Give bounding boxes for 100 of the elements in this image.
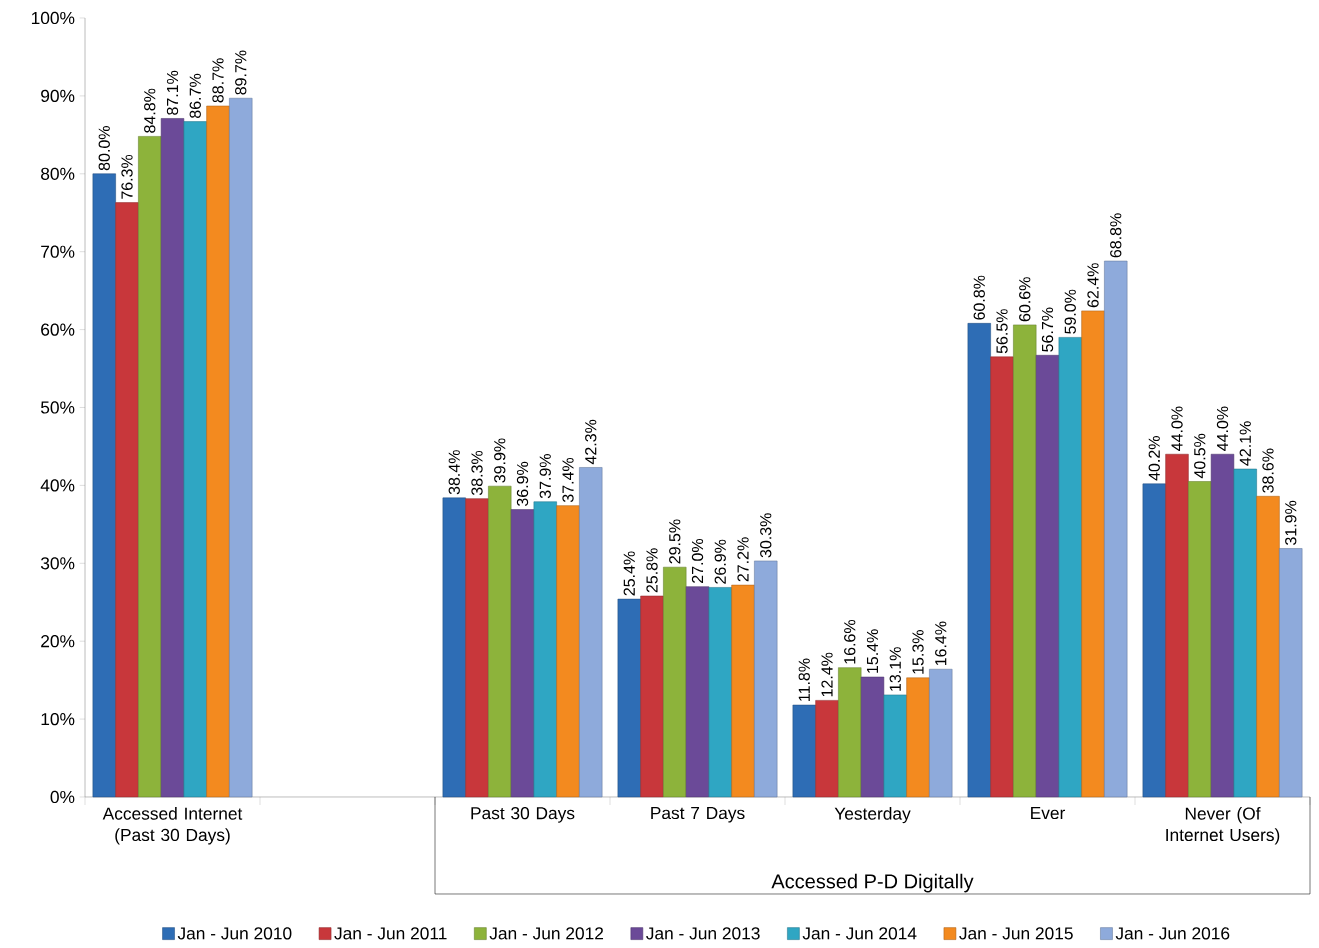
bar [556,505,580,798]
bar [1279,548,1303,798]
data-label: 31.9% [1285,500,1297,545]
data-label: 44.0% [1171,406,1183,451]
legend-label: Jan - Jun 2014 [802,927,917,940]
bar [1013,324,1037,798]
bar [617,598,641,798]
y-tick-label: 50% [40,401,75,414]
data-label: 86.7% [189,73,201,118]
bar [1233,468,1257,798]
bar [1104,260,1128,798]
data-label: 80.0% [98,126,110,171]
data-label: 13.1% [889,647,901,691]
bar [967,323,991,798]
data-label: 60.6% [1019,277,1031,322]
data-label: 36.9% [516,461,529,506]
bar [1210,453,1235,798]
bar [115,202,139,798]
legend-label: Jan - Jun 2012 [489,927,604,940]
bar [465,498,489,798]
data-label: 60.8% [973,275,985,320]
data-label: 38.3% [471,450,483,496]
bar [229,97,253,798]
data-label: 40.5% [1194,433,1206,479]
data-label: 29.5% [669,519,681,564]
bar [138,136,162,798]
legend-label: Jan - Jun 2016 [1115,927,1230,940]
bar [838,667,862,798]
bar [1035,355,1060,798]
data-label: 16.4% [935,621,947,666]
legend-label: Jan - Jun 2013 [646,927,760,940]
data-label: 87.1% [166,70,179,115]
data-label: 25.4% [623,551,635,596]
y-tick-label: 10% [41,712,75,726]
bar [442,497,466,798]
bar [160,118,185,798]
legend-label: Jan - Jun 2011 [334,927,447,940]
bar [929,668,953,798]
bar [663,566,687,798]
data-label: 76.3% [121,154,133,199]
y-tick-label: 60% [41,323,75,336]
data-label: 84.8% [144,88,156,133]
bar [792,704,816,798]
data-label: 40.2% [1148,436,1160,481]
x-tick-label: Past 30 Days [471,807,575,823]
x-tick-label: Yesterday [834,807,911,824]
data-label: 27.2% [737,537,749,582]
bar [685,586,710,798]
bar [1256,496,1280,798]
bar [1081,310,1105,798]
y-tick-label: 100% [31,11,75,25]
data-label: 16.6% [844,619,856,664]
y-tick-label: 40% [40,479,75,492]
data-label: 68.8% [1110,213,1122,258]
data-label: 11.8% [798,658,810,701]
data-label: 38.6% [1262,448,1274,493]
data-label: 37.4% [562,457,574,503]
legend-label: Jan - Jun 2010 [177,927,292,940]
x-tick-label: Ever [1031,807,1066,820]
data-label: 44.0% [1216,406,1229,451]
bar [708,587,732,798]
bar [579,467,603,798]
data-label: 88.7% [212,58,224,103]
data-label: 59.0% [1064,289,1076,334]
bar [183,121,207,798]
y-tick-label: 20% [41,635,75,648]
bar [206,105,230,798]
data-label: 56.5% [996,309,1008,354]
bar [640,595,664,798]
data-label: 26.9% [714,539,726,584]
bar [1188,481,1212,798]
y-tick-label: 90% [41,89,75,103]
bar [860,676,885,798]
data-label: 12.4% [821,652,833,697]
bar [92,173,116,798]
bar [533,501,557,798]
y-tick-label: 70% [41,245,75,258]
x-tick-label: Accessed Internet (Past 30 Days) [102,807,243,845]
data-label: 15.4% [866,629,879,673]
data-label: 42.3% [585,419,597,465]
data-label: 30.3% [760,513,772,558]
bar [906,677,930,798]
bar [1165,453,1189,798]
legend-label: Jan - Jun 2015 [959,927,1073,940]
data-label: 89.7% [235,50,247,95]
bar [1058,337,1082,798]
y-tick-label: 80% [41,167,75,180]
data-label: 25.8% [646,548,658,593]
data-label: 15.3% [912,630,924,674]
bar [510,509,535,798]
x-tick-label: Past 7 Days [651,807,745,823]
y-tick-label: 30% [40,557,75,570]
bar [815,700,839,798]
data-label: 38.4% [448,450,460,495]
data-label: 37.9% [539,454,551,499]
bar [754,560,778,798]
y-tick-label: 0% [50,790,75,804]
text: Accessed P-D Digitally [771,873,974,893]
x-tick-label: Never (Of Internet Users) [1166,807,1280,845]
bar [883,694,907,798]
